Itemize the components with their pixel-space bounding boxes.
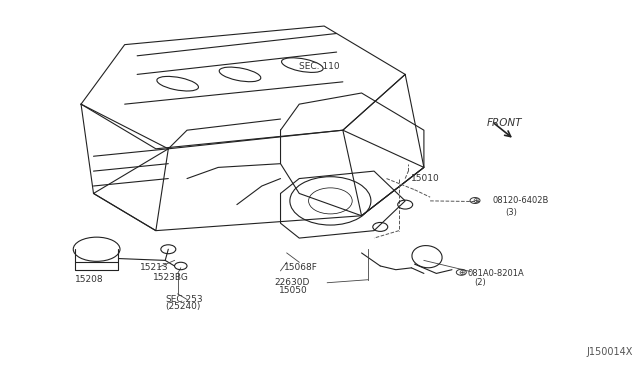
Text: ⊕: ⊕ [458,268,465,277]
Text: (2): (2) [474,278,486,287]
Text: 15010: 15010 [412,174,440,183]
Text: 15068F: 15068F [284,263,317,272]
Text: 1523BG: 1523BG [153,273,189,282]
Text: 15208: 15208 [75,275,104,283]
Text: 15213: 15213 [140,263,169,272]
Text: (3): (3) [505,208,517,217]
Text: (25240): (25240) [165,302,200,311]
Text: J150014X: J150014X [586,347,632,356]
Text: FRONT: FRONT [486,118,522,128]
Text: 15050: 15050 [278,286,307,295]
Text: 081A0-8201A: 081A0-8201A [468,269,524,278]
Text: SEC. 110: SEC. 110 [300,62,340,71]
Text: 22630D: 22630D [275,278,310,287]
Text: 08120-6402B: 08120-6402B [492,196,549,205]
Text: ⊕: ⊕ [472,196,478,205]
Text: SEC.253: SEC.253 [165,295,203,304]
